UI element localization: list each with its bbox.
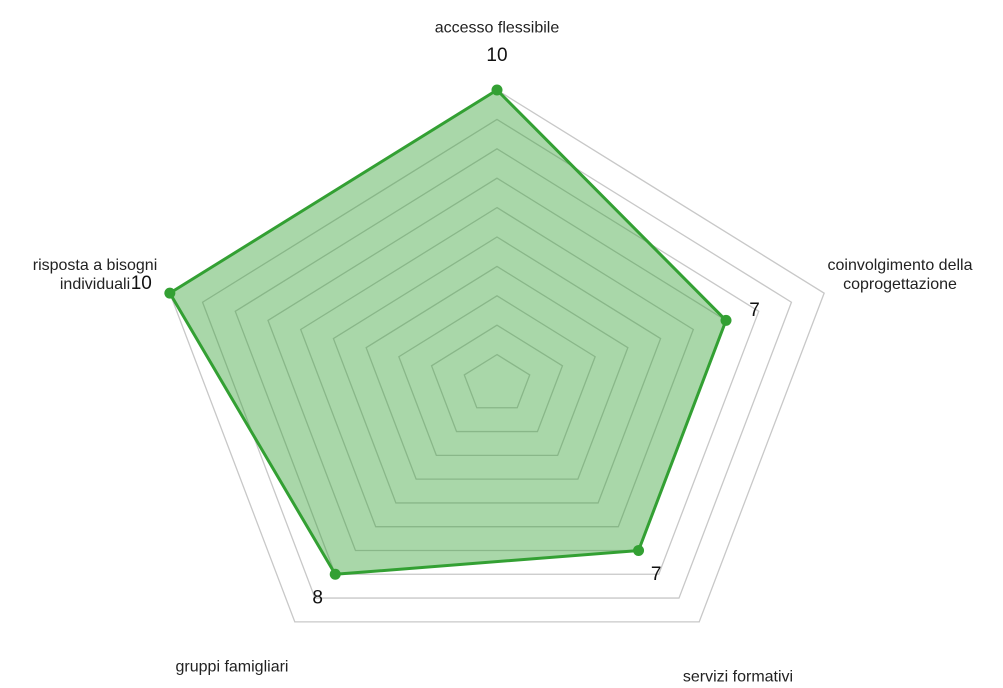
data-point <box>633 544 645 556</box>
category-label: servizi formativi <box>682 668 794 686</box>
data-point <box>491 84 503 96</box>
data-point <box>720 314 732 326</box>
grid-ring <box>267 177 727 552</box>
grid-ring <box>398 295 596 457</box>
data-point <box>329 568 341 580</box>
category-label: coinvolgimento della coprogettazione <box>827 257 973 293</box>
category-label: accesso flessibile <box>434 19 560 37</box>
grid-ring <box>365 265 629 480</box>
value-label: 10 <box>486 45 507 66</box>
value-label: 8 <box>312 588 323 609</box>
grid-ring <box>299 206 695 528</box>
category-label: risposta a bisogni individuali <box>32 257 158 293</box>
grid-ring <box>332 236 662 504</box>
data-point <box>164 287 176 299</box>
value-label: 7 <box>749 300 760 321</box>
grid-ring <box>463 353 531 409</box>
value-label: 10 <box>131 273 152 294</box>
radar-area <box>168 88 728 576</box>
grid-ring <box>430 324 564 433</box>
category-label: gruppi famigliari <box>175 658 289 676</box>
value-label: 7 <box>651 564 662 585</box>
grid-ring <box>234 148 760 575</box>
grid-ring <box>201 118 793 599</box>
